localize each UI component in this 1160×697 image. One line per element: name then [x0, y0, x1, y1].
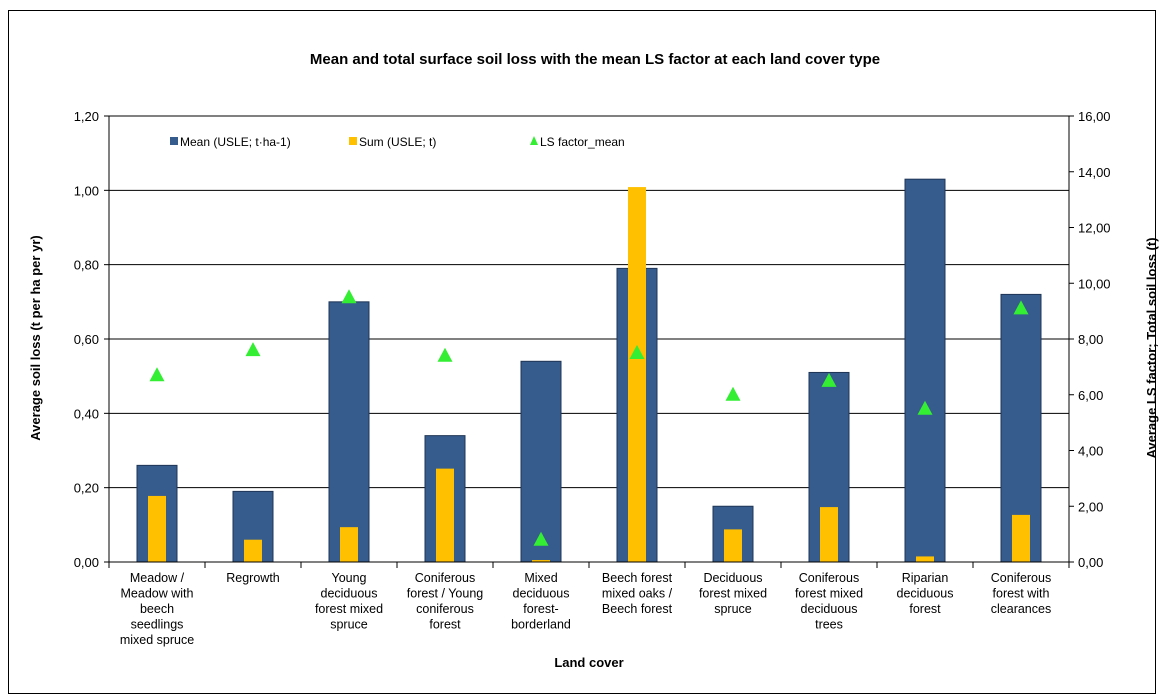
x-category-label-line: Mixed: [524, 571, 557, 585]
sum-bar: [724, 529, 742, 562]
axes: 0,00 0,20 0,40 0,60 0,80 1,00 1,20 0,00 2,00 4,00…: [74, 109, 1111, 647]
y-left-tick-label: 0,20: [74, 481, 99, 496]
ls-marker: [245, 342, 261, 357]
x-category-label-line: Coniferous: [991, 571, 1051, 585]
y-left-tick-label: 0,40: [74, 406, 99, 421]
sum-bar: [1012, 514, 1030, 562]
x-axis-label: Land cover: [554, 655, 623, 670]
x-category-label: Regrowth: [226, 571, 280, 585]
x-category-label-line: trees: [815, 618, 843, 632]
mean-bar: [904, 178, 946, 563]
x-category-label-line: Meadow with: [121, 587, 194, 601]
x-category-label-line: Young: [332, 571, 367, 585]
x-category-label-line: deciduous: [321, 587, 378, 601]
ls-markers: [149, 289, 1029, 546]
y-right-tick-label: 16,00: [1078, 109, 1111, 124]
y-left-tick-label: 1,00: [74, 183, 99, 198]
sum-bar: [148, 495, 166, 562]
legend-label-mean: Mean (USLE; t·ha-1): [180, 135, 291, 149]
x-category-label-line: Coniferous: [415, 571, 475, 585]
x-category-label: Mixed deciduous forest-borderland: [511, 571, 571, 632]
x-category-label-line: seedlings: [131, 618, 184, 632]
y-right-tick-label: 6,00: [1078, 388, 1103, 403]
sum-bar: [532, 560, 550, 562]
mean-bar: [520, 360, 562, 563]
ls-marker: [821, 372, 837, 387]
sum-bar: [340, 527, 358, 562]
x-category-label: Meadow / Meadow with beech seedlings mixed s…: [120, 571, 194, 647]
x-category-label-line: Beech forest: [602, 602, 673, 616]
x-category-label: Deciduous forest mixed spruce: [699, 571, 767, 616]
x-category-label: Beech forest mixed oaks / Beech forest: [602, 571, 673, 616]
x-category-label-line: Beech forest: [602, 571, 673, 585]
x-category-label-line: mixed spruce: [120, 633, 194, 647]
y-left-tick-label: 0,80: [74, 258, 99, 273]
x-category-label-line: forest mixed: [795, 587, 863, 601]
ls-marker: [725, 386, 741, 401]
x-category-label-line: coniferous: [416, 602, 474, 616]
x-category-label-line: Deciduous: [703, 571, 762, 585]
y-right-tick-label: 10,00: [1078, 276, 1111, 291]
y-right-tick-label: 12,00: [1078, 221, 1111, 236]
x-category-label: Coniferous forest / Young coniferous forest: [407, 571, 484, 632]
ls-marker: [1013, 300, 1029, 315]
x-category-label-line: spruce: [714, 602, 752, 616]
y-left-tick-label: 0,00: [74, 555, 99, 570]
legend-swatch-sum: [349, 137, 357, 145]
x-category-label-line: forest-: [523, 602, 558, 616]
x-category-label-line: borderland: [511, 618, 571, 632]
y-left-tick-label: 1,20: [74, 109, 99, 124]
ls-marker: [917, 400, 933, 415]
mean-bar: [328, 301, 370, 563]
legend-label-ls: LS factor_mean: [540, 135, 625, 149]
ls-marker: [437, 347, 453, 362]
chart-title: Mean and total surface soil loss with th…: [310, 51, 880, 68]
x-category-label-line: Coniferous: [799, 571, 859, 585]
chart-frame: [8, 10, 1156, 694]
y-right-tick-label: 4,00: [1078, 444, 1103, 459]
y-axis-right-label: Average LS factor; Total soil loss (t): [1144, 237, 1159, 458]
sum-bar: [436, 468, 454, 562]
ls-marker: [629, 344, 645, 359]
sum-bar: [244, 539, 262, 562]
sum-bar: [916, 556, 934, 562]
y-axis-left-label: Average soil loss (t per ha per yr): [28, 235, 43, 440]
legend-swatch-ls: [530, 136, 538, 145]
x-category-label-line: clearances: [991, 602, 1051, 616]
x-category-label-line: Regrowth: [226, 571, 280, 585]
x-category-label-line: spruce: [330, 618, 368, 632]
sum-bar: [628, 187, 646, 563]
ls-marker: [341, 289, 357, 304]
x-category-label: Coniferous forest with clearances: [991, 571, 1051, 616]
y-right-tick-label: 14,00: [1078, 165, 1111, 180]
ls-marker: [149, 367, 165, 382]
legend-label-sum: Sum (USLE; t): [359, 135, 436, 149]
x-category-label: Young deciduous forest mixed spruce: [315, 571, 383, 632]
x-category-label-line: deciduous: [801, 602, 858, 616]
x-category-label-line: forest mixed: [315, 602, 383, 616]
bars: [136, 178, 1042, 563]
ls-marker: [533, 531, 549, 546]
x-category-label-line: forest: [909, 602, 941, 616]
y-left-tick-label: 0,60: [74, 332, 99, 347]
x-category-label-line: forest: [429, 618, 461, 632]
x-category-label-line: beech: [140, 602, 174, 616]
x-category-label-line: forest / Young: [407, 587, 484, 601]
legend-swatch-mean: [170, 137, 178, 145]
x-category-label-line: Riparian: [902, 571, 949, 585]
x-category-label-line: Meadow /: [130, 571, 185, 585]
x-category-label-line: forest mixed: [699, 587, 767, 601]
x-category-label: Riparian deciduous forest: [897, 571, 954, 616]
x-category-label-line: deciduous: [513, 587, 570, 601]
y-right-tick-label: 0,00: [1078, 555, 1103, 570]
x-category-label-line: deciduous: [897, 587, 954, 601]
x-category-label-line: forest with: [993, 587, 1050, 601]
x-category-label-line: mixed oaks /: [602, 587, 673, 601]
sum-bar: [820, 507, 838, 562]
x-category-label: Coniferous forest mixed deciduous trees: [795, 571, 863, 632]
legend: Mean (USLE; t·ha-1) Sum (USLE; t) LS facto…: [170, 135, 625, 149]
y-right-tick-label: 2,00: [1078, 499, 1103, 514]
y-right-tick-label: 8,00: [1078, 332, 1103, 347]
